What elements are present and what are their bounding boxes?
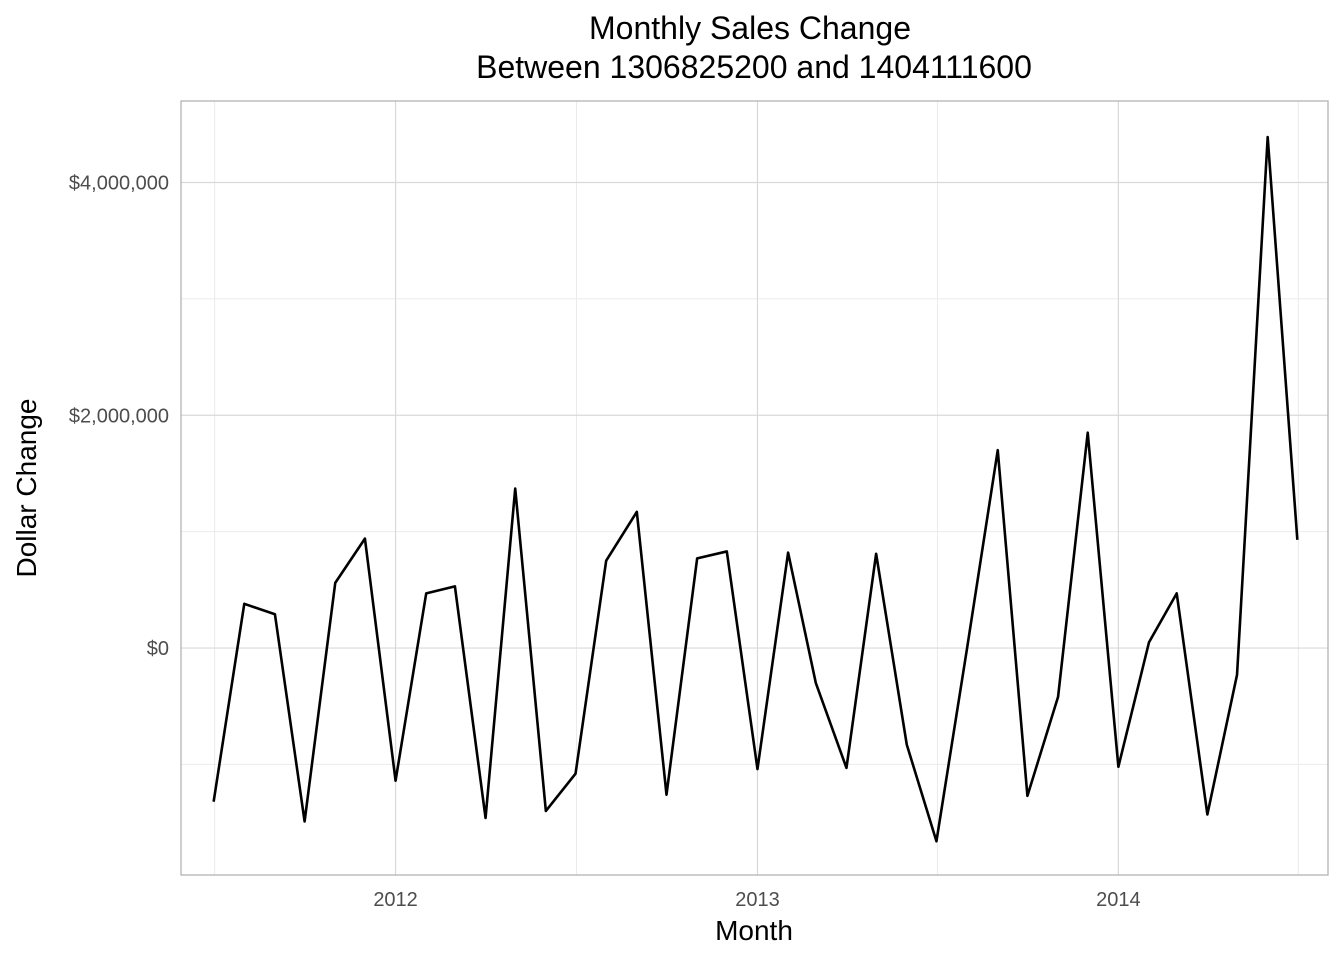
x-tick-label: 2014: [1096, 889, 1141, 911]
y-tick-label: $4,000,000: [69, 172, 169, 194]
y-tick-label: $2,000,000: [69, 405, 169, 427]
x-tick-label: 2012: [373, 889, 418, 911]
chart-subtitle: Between 1306825200 and 1404111600: [476, 49, 1032, 85]
x-axis-title: Month: [715, 915, 793, 946]
x-tick-label: 2013: [735, 889, 780, 911]
y-axis-title: Dollar Change: [11, 399, 42, 578]
y-tick-label: $0: [147, 638, 169, 660]
chart-title: Monthly Sales Change: [589, 10, 911, 46]
